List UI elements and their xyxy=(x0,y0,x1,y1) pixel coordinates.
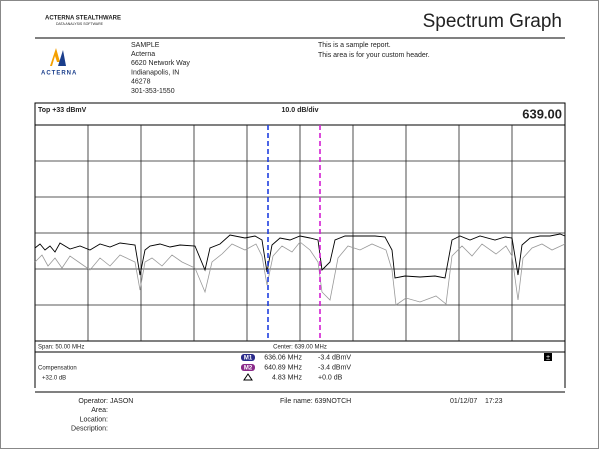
marker-frequency: 4.83 MHz xyxy=(272,374,302,381)
file-name: File name: 639NOTCH xyxy=(280,398,351,405)
marker-level: -3.4 dBmV xyxy=(318,354,351,361)
center-frequency: Center: 639.00 MHz xyxy=(273,345,327,351)
grid xyxy=(35,125,565,341)
trace-live xyxy=(34,233,566,279)
address-line: Indianapolis, IN xyxy=(131,69,179,76)
field-label: Operator: xyxy=(78,398,108,405)
address-line: 46278 xyxy=(131,79,151,86)
field-value: JASON xyxy=(110,398,133,405)
logo-name: ACTERNA xyxy=(41,71,77,77)
logo-tagline: DATA ANALYSIS SOFTWARE xyxy=(56,22,104,26)
marker-2-badge xyxy=(241,364,255,371)
logo-brand: ACTERNA STEALTHWARE xyxy=(45,16,121,22)
report-title: Spectrum Graph xyxy=(423,11,562,32)
field-label: Description: xyxy=(71,426,108,433)
custom-line: This area is for your custom header. xyxy=(318,52,430,59)
marker-frequency: 640.89 MHz xyxy=(264,364,302,371)
compensation-value: +32.0 dB xyxy=(42,376,66,382)
time: 17:23 xyxy=(485,398,503,405)
address-line: 301-353-1550 xyxy=(131,88,175,95)
marker-level: +0.0 dB xyxy=(318,374,343,381)
address-line: 6620 Network Way xyxy=(131,60,190,67)
custom-line: This is a sample report. xyxy=(318,42,391,49)
reference-level: Top +33 dBmV xyxy=(38,107,87,114)
marker-toggle-glyph: ± xyxy=(546,354,550,361)
span: Span: 50.00 MHz xyxy=(38,345,84,351)
trace-reference xyxy=(34,241,566,306)
marker-2-label: M2 xyxy=(244,365,253,371)
compensation-label: Compensation xyxy=(38,366,77,372)
field-label: Location: xyxy=(80,416,108,423)
logo-mark xyxy=(50,48,66,66)
center-value: 639.00 xyxy=(522,106,562,121)
marker-frequency: 636.06 MHz xyxy=(264,354,302,361)
graph-frame xyxy=(34,102,566,353)
marker-1-label: M1 xyxy=(244,355,253,361)
marker-level: -3.4 dBmV xyxy=(318,364,351,371)
date: 01/12/07 xyxy=(450,398,477,405)
marker-1-badge xyxy=(241,354,255,361)
field-label: Area: xyxy=(91,407,108,414)
address-line: Acterna xyxy=(131,51,155,58)
scale: 10.0 dB/div xyxy=(282,107,319,114)
delta-icon xyxy=(243,373,253,381)
address-line: SAMPLE xyxy=(131,42,160,49)
marker-toggle[interactable] xyxy=(544,353,552,361)
